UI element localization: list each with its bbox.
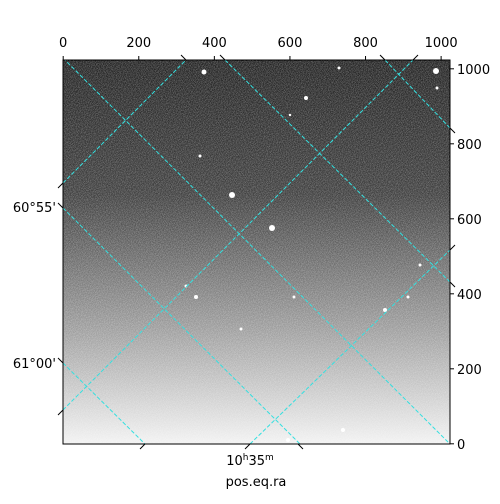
y-tick-label: 1000 xyxy=(457,63,490,78)
ra-tick-label: 10h35m xyxy=(226,453,274,469)
x-tick-label: 800 xyxy=(353,36,378,51)
y-tick-label: 800 xyxy=(457,138,482,153)
coordinate-grid xyxy=(63,60,450,444)
x-tick-label: 400 xyxy=(202,36,227,51)
x-tick-label: 1000 xyxy=(425,36,458,51)
x-axis-label: pos.eq.ra xyxy=(226,475,287,490)
y-tick-label: 0 xyxy=(457,438,465,453)
dec-tick-label: 61°00' xyxy=(13,357,56,372)
frame xyxy=(62,59,451,445)
x-tick-label: 200 xyxy=(126,36,151,51)
y-tick-label: 200 xyxy=(457,363,482,378)
image xyxy=(63,60,450,444)
y-tick-label: 400 xyxy=(457,288,482,303)
ra-part: m xyxy=(265,453,274,463)
x-tick-label: 600 xyxy=(278,36,303,51)
ra-part: h xyxy=(243,453,249,463)
ra-part: 10 xyxy=(226,454,243,469)
stars xyxy=(184,66,439,442)
y-tick-label: 600 xyxy=(457,213,482,228)
ra-part: 35 xyxy=(248,454,265,469)
x-tick-label: 0 xyxy=(59,36,67,51)
world-ticks xyxy=(57,54,456,450)
dec-tick-label: 60°55' xyxy=(13,201,56,216)
